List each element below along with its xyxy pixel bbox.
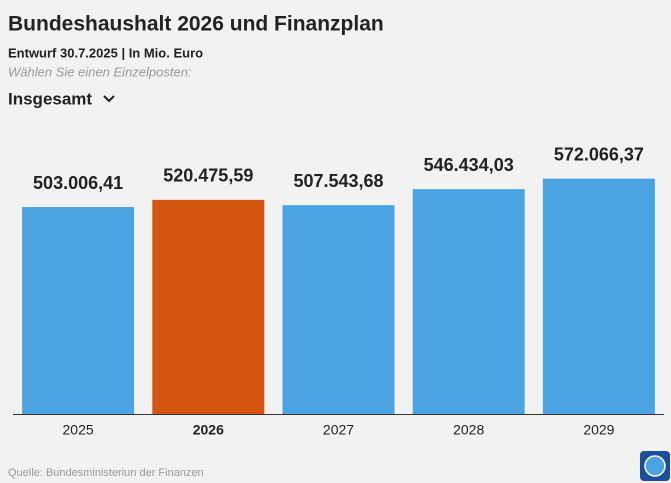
prompt: Wählen Sie einen Einzelposten: <box>8 64 192 79</box>
x-tick-label: 2025 <box>63 422 94 438</box>
dropdown-arrow[interactable] <box>103 95 115 103</box>
chart-title: Bundeshaushalt 2026 und Finanzplan <box>8 13 384 36</box>
value-label: 507.543,68 <box>293 171 383 191</box>
logo <box>640 451 670 481</box>
value-label: 503.006,41 <box>33 173 123 193</box>
x-tick-label: 2026 <box>193 422 224 438</box>
bar <box>282 205 395 414</box>
x-tick-label: 2028 <box>453 422 484 438</box>
dropdown-label[interactable]: Insgesamt <box>8 89 92 108</box>
bar <box>152 199 265 414</box>
dropdown[interactable]: Insgesamt <box>8 89 115 108</box>
logo-globe <box>644 455 666 477</box>
subtitle: Entwurf 30.7.2025 | In Mio. Euro <box>8 45 203 60</box>
value-label: 572.066,37 <box>554 144 644 164</box>
x-tick-label: 2027 <box>323 422 354 438</box>
bar <box>412 189 525 414</box>
bar <box>542 178 655 414</box>
bar <box>22 207 135 414</box>
x-tick-label: 2029 <box>583 422 614 438</box>
value-label: 520.475,59 <box>163 166 253 186</box>
value-label: 546.434,03 <box>424 155 514 175</box>
source: Quelle: Bundesministeriun der Finanzen <box>8 467 204 479</box>
